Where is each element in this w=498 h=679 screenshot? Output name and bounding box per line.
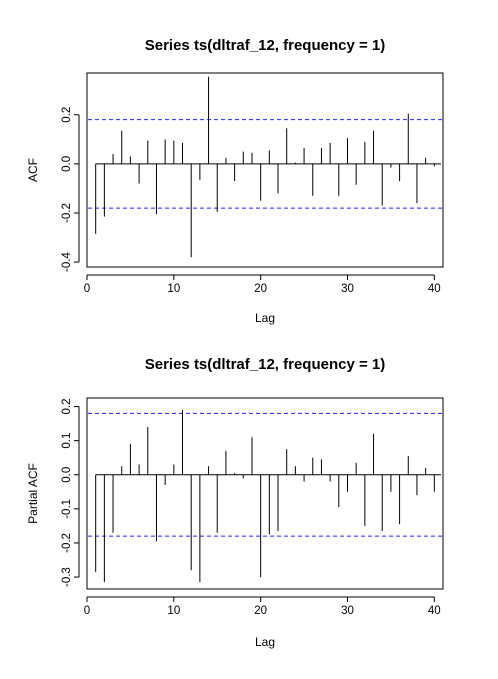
y-tick-label: -0.1 bbox=[61, 499, 73, 519]
plot-frame bbox=[86, 72, 444, 268]
y-tick-label: 0.0 bbox=[61, 156, 73, 172]
y-tick-label: 0.0 bbox=[61, 467, 73, 483]
y-tick-label: 0.2 bbox=[61, 107, 73, 123]
x-tick-label: 10 bbox=[167, 283, 180, 295]
y-tick-label: 0.1 bbox=[61, 433, 73, 449]
x-tick-label: 0 bbox=[84, 605, 90, 617]
x-tick-label: 0 bbox=[84, 283, 90, 295]
x-tick-label: 30 bbox=[341, 283, 354, 295]
y-tick-label: -0.4 bbox=[61, 252, 73, 272]
y-axis-label: ACF bbox=[26, 158, 40, 182]
chart-title: Series ts(dltraf_12, frequency = 1) bbox=[145, 356, 386, 373]
plot-frame bbox=[86, 397, 444, 590]
chart-title: Series ts(dltraf_12, frequency = 1) bbox=[145, 37, 386, 54]
x-tick-label: 20 bbox=[254, 283, 267, 295]
x-axis-label: Lag bbox=[255, 311, 275, 325]
x-tick-label: 10 bbox=[167, 605, 180, 617]
y-tick-label: 0.2 bbox=[61, 399, 73, 415]
x-axis-label: Lag bbox=[255, 635, 275, 649]
y-tick-label: -0.2 bbox=[61, 203, 73, 223]
x-tick-label: 30 bbox=[341, 605, 354, 617]
x-tick-label: 40 bbox=[428, 283, 441, 295]
y-tick-label: -0.3 bbox=[61, 567, 73, 587]
acf-panel: Series ts(dltraf_12, frequency = 1) 0 10 20… bbox=[26, 37, 444, 325]
x-tick-label: 40 bbox=[428, 605, 441, 617]
y-axis-label: Partial ACF bbox=[26, 463, 40, 524]
x-tick-label: 20 bbox=[254, 605, 267, 617]
y-tick-label: -0.2 bbox=[61, 533, 73, 553]
pacf-panel: Series ts(dltraf_12, frequency = 1) 0 10 20… bbox=[26, 356, 444, 649]
